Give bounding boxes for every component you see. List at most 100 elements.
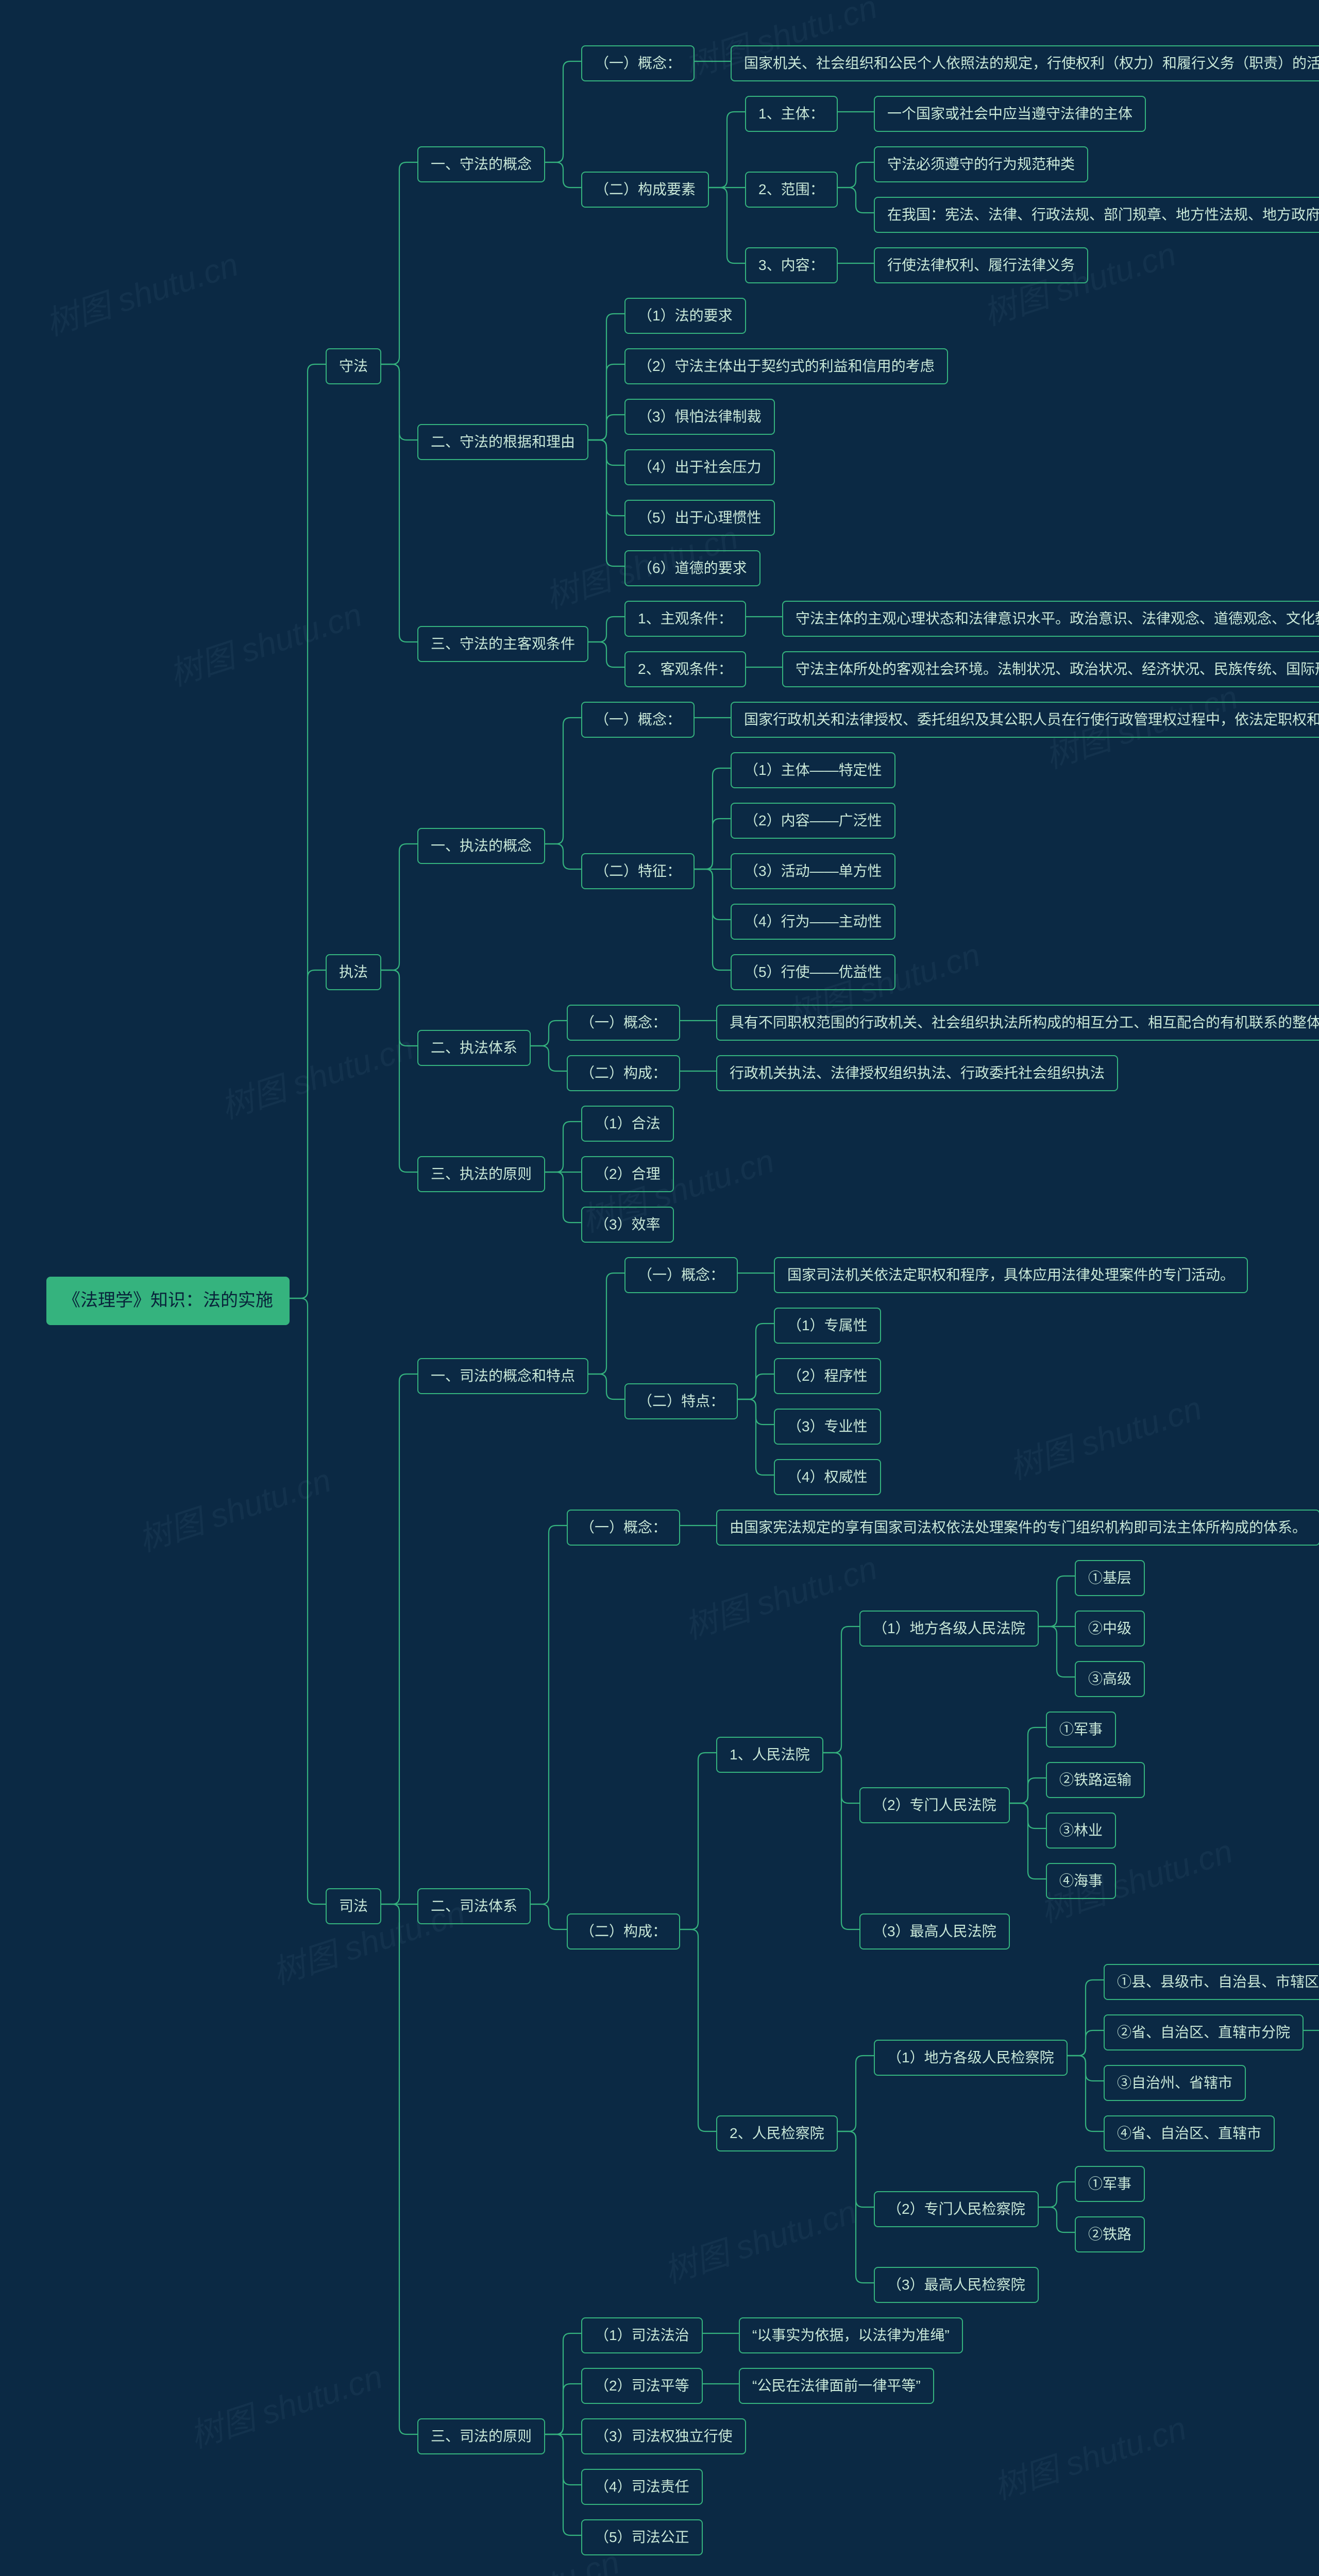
mindmap-node: 一、司法的概念和特点 (417, 1358, 588, 1394)
connector (709, 188, 745, 263)
watermark: 树图 shutu.cn (657, 2185, 861, 2292)
connector (381, 970, 417, 1172)
mindmap-node: ③林业 (1046, 1812, 1116, 1849)
mindmap-node: 一、执法的概念 (417, 828, 545, 864)
mindmap-node: ①军事 (1046, 1711, 1116, 1748)
connector (1039, 1626, 1075, 1677)
mindmap-node: 三、执法的原则 (417, 1156, 545, 1192)
connector (738, 1374, 774, 1399)
mindmap-node: 二、守法的根据和理由 (417, 424, 588, 460)
mindmap-node: 国家行政机关和法律授权、委托组织及其公职人员在行使行政管理权过程中，依法定职权和… (731, 702, 1319, 738)
mindmap-node: （3）专业性 (774, 1409, 881, 1445)
mindmap-node: 3、内容： (745, 247, 838, 283)
connector (680, 1929, 716, 2131)
connector (1010, 1803, 1046, 1828)
connector (381, 364, 417, 642)
mindmap-node: 国家司法机关依法定职权和程序，具体应用法律处理案件的专门活动。 (774, 1257, 1248, 1293)
mindmap-node: （3）司法权独立行使 (581, 2418, 746, 2454)
connector (290, 364, 326, 1298)
connector (588, 364, 624, 440)
mindmap-node: ①军事 (1075, 2166, 1145, 2202)
mindmap-node: （一）概念： (567, 1510, 680, 1546)
connector (531, 1904, 567, 1929)
mindmap-node: 1、人民法院 (716, 1737, 823, 1773)
mindmap-canvas: { "canvas": { "width": 2560, "height": 5… (0, 0, 1319, 2576)
mindmap-node: （1）司法法治 (581, 2317, 703, 2353)
mindmap-node: （一）概念： (567, 1005, 680, 1041)
watermark: 树图 shutu.cn (987, 2402, 1191, 2509)
connector (1068, 1980, 1104, 2056)
mindmap-node: 司法 (326, 1888, 381, 1924)
connector (588, 1273, 624, 1374)
mindmap-node: ③高级 (1075, 1661, 1145, 1697)
mindmap-node: 一个国家或社会中应当遵守法律的主体 (874, 96, 1146, 132)
mindmap-node: 国家机关、社会组织和公民个人依照法的规定，行使权利（权力）和履行义务（职责）的活… (731, 45, 1319, 81)
connector (588, 617, 624, 642)
mindmap-node: 三、司法的原则 (417, 2418, 545, 2454)
connector (290, 970, 326, 1298)
connector (838, 2131, 874, 2207)
mindmap-node: 二、司法体系 (417, 1888, 531, 1924)
connector (823, 1753, 859, 1929)
connector (1039, 2182, 1075, 2207)
mindmap-node: （二）特点： (624, 1383, 738, 1419)
mindmap-node: （二）构成： (567, 1055, 680, 1091)
watermark: 树图 shutu.cn (39, 238, 243, 345)
connector (381, 1904, 417, 2434)
mindmap-node: （3）最高人民检察院 (874, 2267, 1039, 2303)
connector (695, 819, 731, 869)
mindmap-node: 三、守法的主客观条件 (417, 626, 588, 662)
mindmap-node: （4）出于社会压力 (624, 449, 775, 485)
mindmap-node: ①县、县级市、自治县、市辖区 (1104, 1964, 1319, 2000)
mindmap-node: 由国家宪法规定的享有国家司法权依法处理案件的专门组织机构即司法主体所构成的体系。 (716, 1510, 1319, 1546)
watermark: 树图 shutu.cn (214, 1021, 418, 1128)
connector (290, 1298, 326, 1904)
connector (823, 1626, 859, 1753)
connector (381, 1374, 417, 1904)
connector (381, 844, 417, 970)
watermark: 树图 shutu.cn (1002, 1382, 1207, 1488)
connector (838, 162, 874, 188)
connector (823, 1753, 859, 1803)
mindmap-node: 行政机关执法、法律授权组织执法、行政委托社会组织执法 (716, 1055, 1118, 1091)
connector (381, 162, 417, 364)
mindmap-node: （4）司法责任 (581, 2469, 703, 2505)
connector (545, 2434, 581, 2485)
mindmap-node: 2、范围： (745, 172, 838, 208)
mindmap-node: “以事实为依据，以法律为准绳” (739, 2317, 963, 2353)
connector (545, 1122, 581, 1172)
mindmap-node: ②省、自治区、直辖市分院 (1104, 2014, 1304, 2050)
mindmap-node: 1、主体： (745, 96, 838, 132)
mindmap-node: （2）合理 (581, 1156, 674, 1192)
connector (1039, 1576, 1075, 1626)
connector (531, 1046, 567, 1071)
mindmap-node: 具有不同职权范围的行政机关、社会组织执法所构成的相互分工、相互配合的有机联系的整… (716, 1005, 1319, 1041)
connector (1068, 2030, 1104, 2056)
mindmap-node: 二、执法体系 (417, 1030, 531, 1066)
mindmap-node: （1）法的要求 (624, 298, 746, 334)
connector (838, 2131, 874, 2283)
connector (545, 2384, 581, 2434)
mindmap-node: （3）活动——单方性 (731, 853, 895, 889)
mindmap-node: ④海事 (1046, 1863, 1116, 1899)
mindmap-node: （一）概念： (581, 702, 695, 738)
mindmap-node: 1、主观条件： (624, 601, 746, 637)
connector (588, 440, 624, 566)
connector (680, 1753, 716, 1929)
mindmap-node: （3）惧怕法律制裁 (624, 399, 775, 435)
connector (531, 1021, 567, 1046)
mindmap-node: （2）专门人民检察院 (874, 2191, 1039, 2227)
mindmap-node: （二）构成要素 (581, 172, 709, 208)
watermark: 树图 shutu.cn (678, 1541, 882, 1648)
connector (695, 869, 731, 920)
mindmap-node: （二）构成： (567, 1913, 680, 1950)
mindmap-node: （2）程序性 (774, 1358, 881, 1394)
mindmap-node: （3）最高人民法院 (859, 1913, 1010, 1950)
connector (545, 1172, 581, 1223)
mindmap-node: （一）概念： (581, 45, 695, 81)
connector (588, 314, 624, 440)
mindmap-node: ④省、自治区、直辖市 (1104, 2115, 1275, 2151)
mindmap-node: 2、客观条件： (624, 651, 746, 687)
mindmap-node: （6）道德的要求 (624, 550, 760, 586)
mindmap-node: ①基层 (1075, 1560, 1145, 1596)
